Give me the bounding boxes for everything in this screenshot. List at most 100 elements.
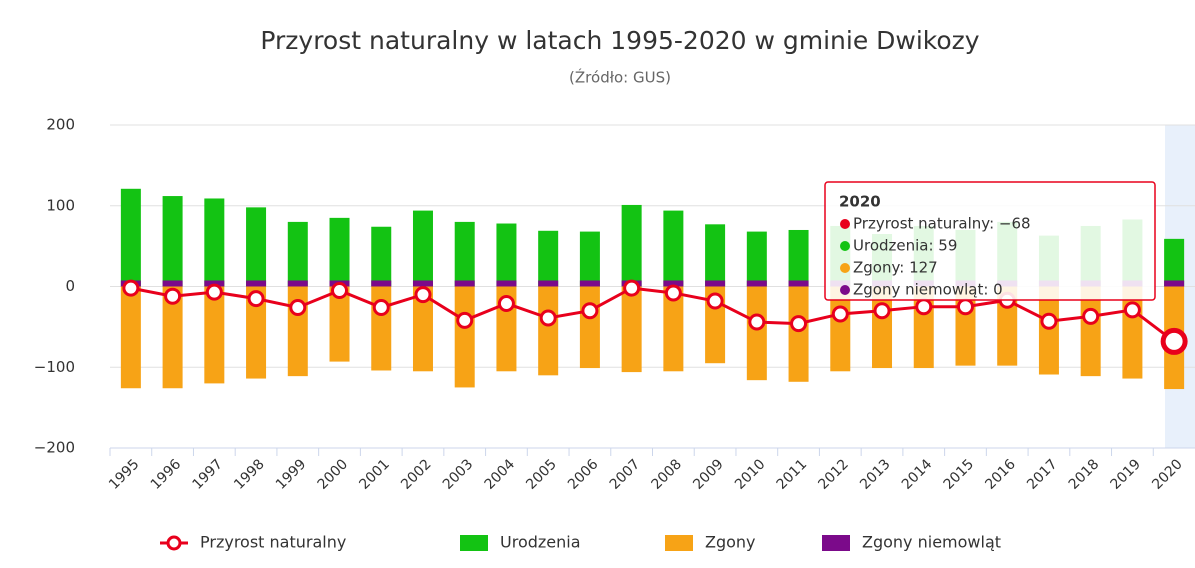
tooltip: 2020 Przyrost naturalny: −68 Urodzenia: 59…: [824, 181, 1156, 301]
bar: [1164, 280, 1185, 287]
line-marker: [1040, 312, 1058, 330]
x-tick-label: 2000: [315, 456, 352, 493]
line-marker: [873, 302, 891, 320]
chart-title: Przyrost naturalny w latach 1995-2020 w …: [260, 26, 979, 55]
bar: [371, 226, 392, 287]
bar: [1038, 286, 1059, 375]
y-tick-label: 200: [46, 116, 75, 134]
tooltip-dot: [840, 285, 850, 295]
bar: [579, 280, 600, 287]
bar: [746, 286, 767, 381]
x-tick-label: 2019: [1108, 456, 1145, 493]
bar: [162, 196, 183, 287]
line-marker: [915, 298, 933, 316]
x-tick-label: 1998: [231, 456, 268, 493]
line-marker: [831, 305, 849, 323]
bar: [538, 286, 559, 376]
line-marker: [331, 282, 349, 300]
legend-swatch: [822, 535, 850, 551]
x-tick-label: 2007: [607, 456, 644, 493]
x-tick-label: 2003: [440, 456, 477, 493]
bar: [705, 280, 726, 287]
bar: [204, 286, 225, 384]
bar: [538, 280, 559, 287]
legend: Przyrost naturalny Urodzenia Zgony Zgony ni…: [160, 533, 1001, 552]
legend-label: Zgony niemowląt: [862, 533, 1001, 552]
bar: [204, 198, 225, 287]
line-marker: [790, 315, 808, 333]
y-tick-label: 0: [65, 277, 75, 295]
line-marker: [1123, 301, 1141, 319]
bar: [454, 221, 475, 287]
bar: [329, 217, 350, 287]
x-tick-label: 2004: [482, 456, 519, 493]
bar: [496, 280, 517, 287]
x-tick-label: 2020: [1149, 456, 1186, 493]
bar: [412, 286, 433, 372]
x-tick-label: 2013: [857, 456, 894, 493]
x-tick-label: 2002: [398, 456, 435, 493]
x-tick-label: 2012: [815, 456, 852, 493]
bar: [120, 188, 141, 287]
x-tick-label: 2001: [356, 456, 393, 493]
line-marker: [414, 286, 432, 304]
x-tick-label: 2017: [1024, 456, 1061, 493]
tooltip-box: [824, 181, 1156, 301]
bar: [746, 280, 767, 287]
line-marker: [497, 294, 515, 312]
bar: [1080, 286, 1101, 377]
x-tick-label: 2010: [732, 456, 769, 493]
line-marker: [456, 311, 474, 329]
y-tick-label: 100: [46, 196, 75, 214]
tooltip-line: Zgony: 127: [853, 259, 938, 277]
bar: [663, 286, 684, 372]
bar: [788, 286, 809, 382]
bar: [663, 280, 684, 287]
bar: [246, 280, 267, 287]
bar: [287, 280, 308, 287]
line-marker: [748, 313, 766, 331]
legend-marker: [166, 535, 182, 551]
bar: [246, 286, 267, 379]
line-marker: [164, 287, 182, 305]
bar: [371, 280, 392, 287]
bar: [246, 207, 267, 287]
line-marker: [581, 302, 599, 320]
tooltip-line: Urodzenia: 59: [853, 237, 957, 255]
bar: [621, 286, 642, 373]
x-tick-label: 2014: [899, 456, 936, 493]
bar: [162, 286, 183, 389]
bar: [788, 229, 809, 287]
bar: [1164, 238, 1185, 287]
bar: [663, 210, 684, 287]
line-marker: [539, 309, 557, 327]
bar: [538, 230, 559, 287]
bar: [579, 231, 600, 287]
x-tick-label: 2005: [523, 456, 560, 493]
legend-swatch: [665, 535, 693, 551]
bar: [287, 221, 308, 287]
x-tick-label: 1996: [148, 456, 185, 493]
bar: [746, 231, 767, 287]
bar: [329, 286, 350, 362]
bar: [621, 204, 642, 287]
x-tick-label: 1997: [189, 456, 226, 493]
line-marker: [289, 298, 307, 316]
bar: [705, 224, 726, 287]
x-tick-label: 2011: [774, 456, 811, 493]
line-marker: [706, 292, 724, 310]
bar: [496, 223, 517, 287]
line-marker: [623, 279, 641, 297]
legend-swatch: [460, 535, 488, 551]
y-tick-label: −100: [34, 358, 75, 376]
chart-subtitle: (Źródło: GUS): [569, 68, 671, 87]
line-marker: [372, 298, 390, 316]
bar: [788, 280, 809, 287]
x-tick-label: 1995: [106, 456, 143, 493]
tooltip-dot: [840, 219, 850, 229]
tooltip-line: Zgony niemowląt: 0: [853, 281, 1003, 299]
line-marker: [1082, 307, 1100, 325]
bar: [454, 286, 475, 388]
legend-label: Urodzenia: [500, 533, 581, 552]
